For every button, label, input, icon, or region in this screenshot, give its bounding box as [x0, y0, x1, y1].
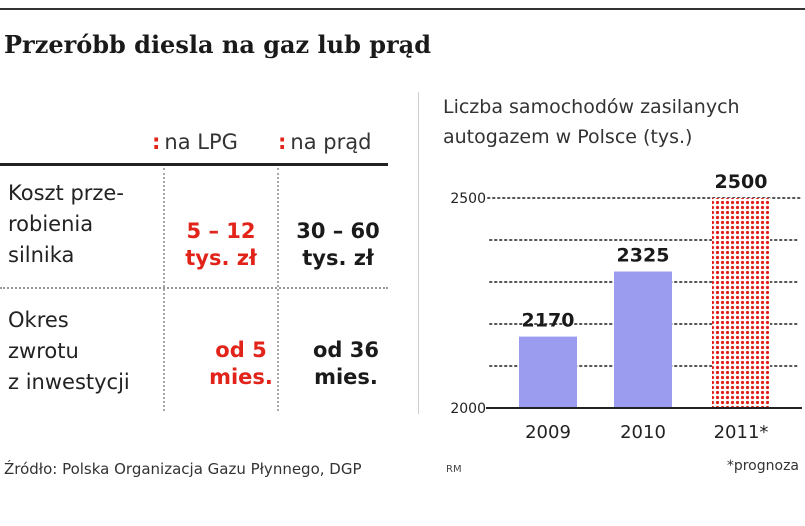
- cell-cost-lpg: 5 – 12 tys. zł: [166, 218, 276, 272]
- row-divider: [0, 287, 388, 289]
- data-label: 2170: [522, 310, 575, 332]
- cell-line: 5 – 12: [186, 219, 256, 243]
- column-header-electric-label: na prąd: [290, 130, 372, 154]
- bars: [519, 198, 770, 408]
- chart-title: Liczba samochodów zasilanych autogazem w…: [443, 92, 803, 152]
- row-label-line: zwrotu: [8, 339, 79, 363]
- row-label-line: robienia: [8, 212, 94, 236]
- cell-line: mies.: [209, 365, 273, 389]
- x-tick-label: 2010: [620, 422, 666, 443]
- column-header-electric: : na prąd: [278, 130, 371, 154]
- bar: [712, 198, 770, 408]
- bullet-icon: :: [278, 130, 287, 154]
- bar: [614, 271, 672, 408]
- chart-title-line: autogazem w Polsce (tys.): [443, 126, 693, 148]
- row-label-cost: Koszt prze- robienia silnika: [8, 178, 124, 271]
- y-tick-label: 2000: [450, 401, 486, 417]
- row-label-line: Okres: [8, 308, 69, 332]
- chart-title-line: Liczba samochodów zasilanych: [443, 96, 740, 118]
- cell-line: tys. zł: [302, 246, 374, 270]
- cell-line: mies.: [314, 365, 378, 389]
- forecast-footnote: *prognoza: [726, 458, 799, 474]
- bullet-icon: :: [152, 130, 161, 154]
- data-label: 2325: [617, 245, 670, 267]
- row-label-line: z inwestycji: [8, 370, 130, 394]
- cell-line: 30 – 60: [296, 219, 380, 243]
- page-title: Przeróbb diesla na gaz lub prąd: [4, 30, 431, 59]
- column-header-lpg-label: na LPG: [164, 130, 238, 154]
- cell-payback-electric: od 36 mies.: [291, 337, 401, 391]
- cell-line: od 5: [215, 338, 267, 362]
- column-header-lpg: : na LPG: [152, 130, 238, 154]
- cell-payback-lpg: od 5 mies.: [186, 337, 296, 391]
- row-label-line: silnika: [8, 243, 75, 267]
- bar: [519, 336, 577, 408]
- author-credit: RM: [446, 464, 462, 475]
- y-tick-label: 2500: [450, 191, 486, 207]
- cell-line: tys. zł: [185, 246, 257, 270]
- cell-cost-electric: 30 – 60 tys. zł: [283, 218, 393, 272]
- data-label: 2500: [715, 171, 768, 193]
- x-tick-label: 2011*: [714, 422, 769, 443]
- top-rule: [0, 8, 805, 10]
- row-label-line: Koszt prze-: [8, 181, 124, 205]
- x-tick-label: 2009: [525, 422, 571, 443]
- column-divider: [163, 168, 165, 411]
- cell-line: od 36: [313, 338, 379, 362]
- row-label-payback: Okres zwrotu z inwestycji: [8, 305, 130, 398]
- data-labels: 2170 2325 2500: [522, 171, 768, 332]
- axes: 2009 2010 2011* 2000 2500: [450, 191, 802, 443]
- column-divider: [277, 168, 279, 411]
- panel-divider: [418, 92, 419, 414]
- source-note: Źródło: Polska Organizacja Gazu Płynnego…: [4, 460, 362, 478]
- table-header-rule: [0, 163, 388, 166]
